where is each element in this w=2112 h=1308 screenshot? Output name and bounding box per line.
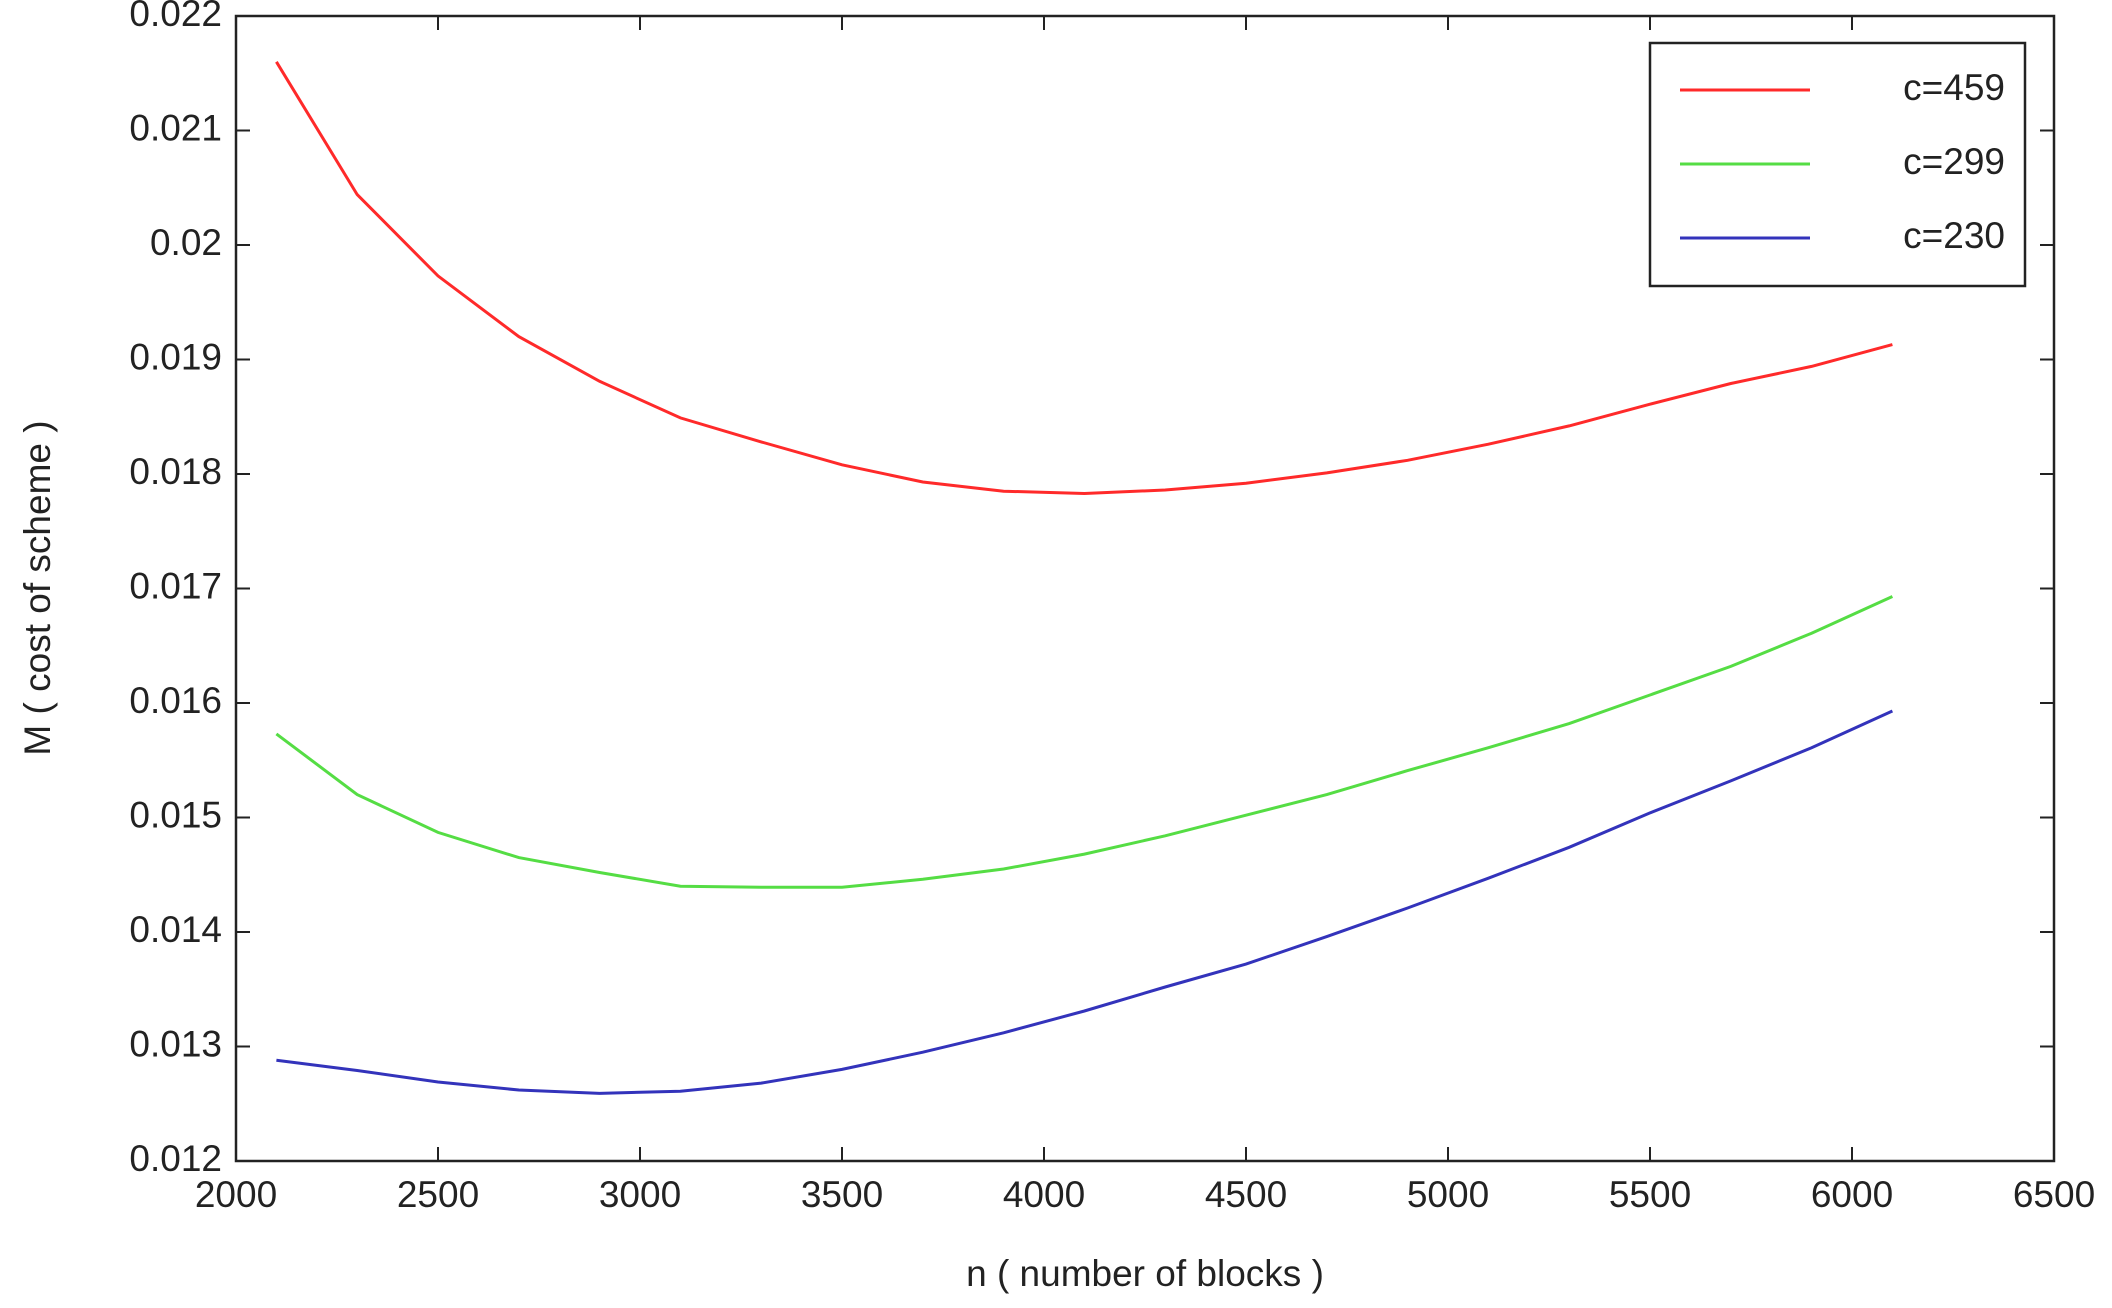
x-tick-label: 3000 (599, 1174, 681, 1215)
x-tick-label: 5500 (1609, 1174, 1691, 1215)
y-tick-label: 0.014 (129, 909, 222, 950)
x-tick-label: 2000 (195, 1174, 277, 1215)
y-tick-label: 0.012 (129, 1138, 222, 1179)
y-tick-label: 0.019 (129, 336, 222, 377)
legend-label: c=299 (1903, 141, 2005, 182)
x-tick-label: 3500 (801, 1174, 883, 1215)
y-tick-label: 0.013 (129, 1023, 222, 1064)
x-tick-label: 2500 (397, 1174, 479, 1215)
x-tick-label: 4000 (1003, 1174, 1085, 1215)
y-tick-label: 0.018 (129, 451, 222, 492)
y-tick-label: 0.015 (129, 794, 222, 835)
x-tick-label: 6000 (1811, 1174, 1893, 1215)
x-tick-label: 4500 (1205, 1174, 1287, 1215)
y-tick-label: 0.016 (129, 680, 222, 721)
series-line (275, 61, 1893, 496)
x-tick-label: 5000 (1407, 1174, 1489, 1215)
series-line (276, 709, 1894, 1095)
y-tick-label: 0.017 (129, 565, 222, 606)
legend-label: c=230 (1903, 215, 2005, 256)
y-tick-label: 0.022 (129, 0, 222, 34)
x-axis-label: n ( number of blocks ) (966, 1253, 1324, 1294)
legend-label: c=459 (1903, 67, 2005, 108)
y-axis-label: M ( cost of scheme ) (17, 420, 58, 755)
x-tick-label: 6500 (2013, 1174, 2095, 1215)
y-tick-label: 0.02 (150, 222, 222, 263)
y-tick-label: 0.021 (129, 107, 222, 148)
series-line (275, 595, 1894, 889)
